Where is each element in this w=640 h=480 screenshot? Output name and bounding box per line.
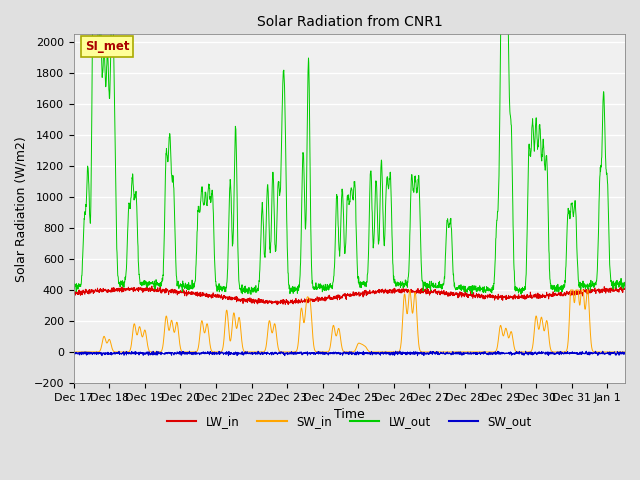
Text: SI_met: SI_met [85, 40, 129, 53]
LW_in [621, 287, 629, 292]
SW_in [70, 349, 77, 355]
LW_out [433, 285, 440, 291]
SW_in [621, 349, 629, 355]
SW_in [415, 343, 423, 348]
Line: LW_in: LW_in [74, 286, 625, 305]
LW_in [415, 288, 423, 293]
Line: LW_out: LW_out [74, 26, 625, 294]
LW_out [602, 167, 610, 172]
SW_in [454, 349, 462, 355]
LW_out [102, 74, 110, 80]
SW_out [415, 350, 423, 356]
LW_out [537, 139, 545, 145]
Legend: LW_in, SW_in, LW_out, SW_out: LW_in, SW_in, LW_out, SW_out [162, 410, 536, 433]
Title: Solar Radiation from CNR1: Solar Radiation from CNR1 [257, 15, 442, 29]
LW_in [102, 288, 110, 294]
SW_out [70, 349, 77, 355]
X-axis label: Time: Time [334, 408, 365, 421]
LW_in [148, 283, 156, 289]
Line: SW_out: SW_out [74, 351, 625, 356]
LW_in [353, 290, 361, 296]
SW_in [567, 287, 575, 293]
LW_out [89, 24, 97, 29]
LW_in [433, 290, 440, 296]
SW_in [432, 349, 440, 355]
LW_in [70, 288, 77, 294]
SW_in [102, 339, 110, 345]
LW_in [602, 287, 610, 292]
LW_in [537, 293, 545, 299]
SW_out [621, 351, 629, 357]
Line: SW_in: SW_in [74, 290, 625, 352]
SW_out [602, 351, 610, 357]
SW_out [433, 349, 440, 355]
SW_in [353, 345, 360, 350]
LW_in [273, 302, 281, 308]
LW_out [247, 291, 255, 297]
LW_out [353, 253, 361, 259]
SW_out [149, 348, 157, 354]
SW_in [537, 318, 545, 324]
SW_out [413, 353, 421, 359]
LW_out [621, 281, 629, 287]
SW_out [537, 350, 545, 356]
SW_out [353, 350, 360, 356]
LW_out [70, 282, 77, 288]
SW_out [102, 350, 110, 356]
SW_in [602, 349, 610, 355]
Y-axis label: Solar Radiation (W/m2): Solar Radiation (W/m2) [15, 136, 28, 282]
LW_out [415, 191, 423, 197]
